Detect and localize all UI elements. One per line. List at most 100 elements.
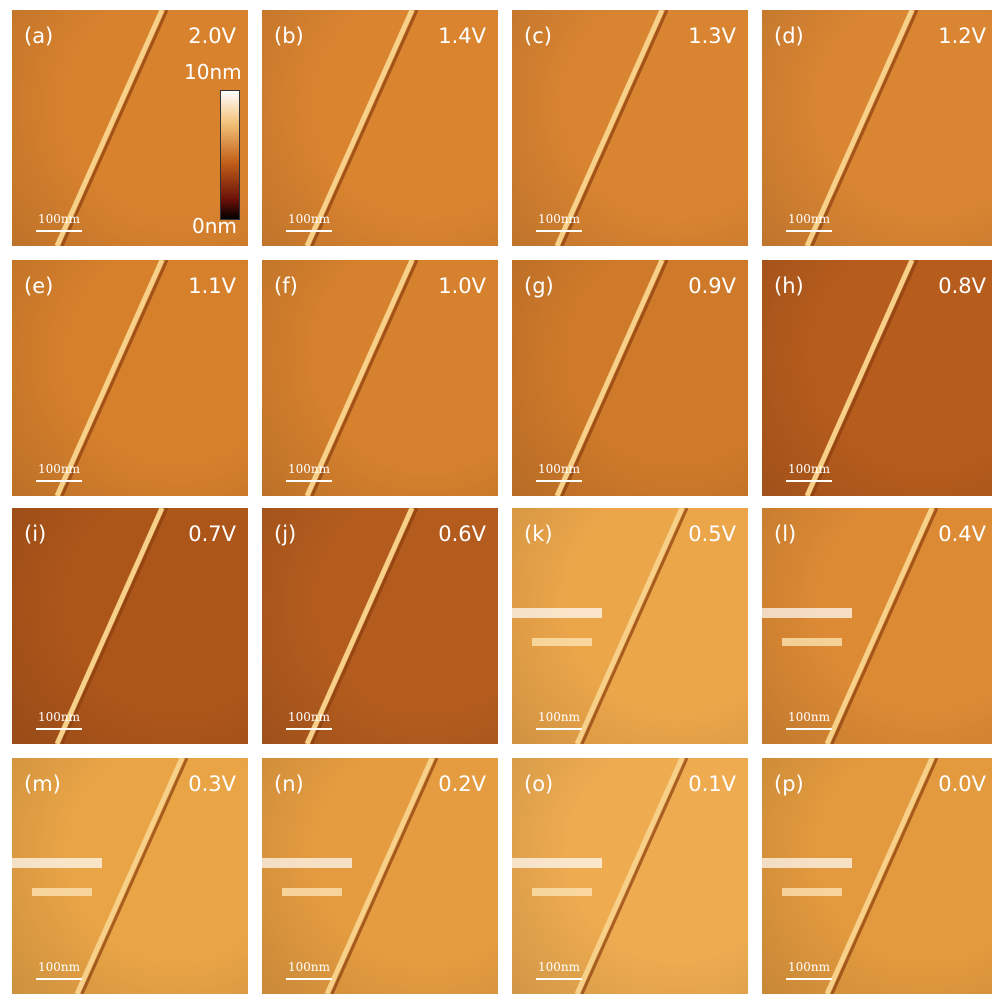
voltage: 0.9V xyxy=(688,274,736,298)
panel-label: (a) xyxy=(24,24,54,48)
scale-bar-label: 100nm xyxy=(38,960,81,974)
scale-bar-label: 100nm xyxy=(38,710,81,724)
step-edge xyxy=(512,508,689,744)
scale-bar-label: 100nm xyxy=(538,462,581,476)
voltage: 0.7V xyxy=(188,522,236,546)
step-edge xyxy=(554,260,669,496)
afm-panel: (j) 0.6V 100nm xyxy=(262,508,498,744)
scale-bar-label: 100nm xyxy=(788,960,831,974)
afm-panel: (d) 1.2V 100nm xyxy=(762,10,992,246)
scale-bar-label: 100nm xyxy=(288,462,331,476)
afm-panel: (k) 0.5V 100nm xyxy=(512,508,748,744)
voltage: 0.1V xyxy=(688,772,736,796)
afm-panel: (o) 0.1V 100nm xyxy=(512,758,748,994)
colorbar xyxy=(220,90,240,220)
step-edge xyxy=(54,508,169,744)
voltage: 0.3V xyxy=(188,772,236,796)
panel-label: (j) xyxy=(274,522,297,546)
afm-panel: (p) 0.0V 100nm xyxy=(762,758,992,994)
afm-panel: (n) 0.2V 100nm xyxy=(262,758,498,994)
afm-panel: (a) 2.0V 100nm 10nm 0nm xyxy=(12,10,248,246)
scale-bar xyxy=(286,230,332,232)
afm-panel: (i) 0.7V 100nm xyxy=(12,508,248,744)
scale-bar xyxy=(536,230,582,232)
afm-panel: (h) 0.8V 100nm xyxy=(762,260,992,496)
afm-panel: (l) 0.4V 100nm xyxy=(762,508,992,744)
voltage: 0.5V xyxy=(688,522,736,546)
scale-bar xyxy=(286,728,332,730)
step-edge xyxy=(304,260,419,496)
afm-panel: (f) 1.0V 100nm xyxy=(262,260,498,496)
step-edge xyxy=(762,758,939,994)
scale-bar xyxy=(36,728,82,730)
afm-panel: (e) 1.1V 100nm xyxy=(12,260,248,496)
scale-bar xyxy=(536,728,582,730)
scale-bar xyxy=(286,480,332,482)
afm-panel: (b) 1.4V 100nm xyxy=(262,10,498,246)
panel-label: (f) xyxy=(274,274,298,298)
scale-bar-label: 100nm xyxy=(38,212,81,226)
voltage: 0.6V xyxy=(438,522,486,546)
panel-label: (l) xyxy=(774,522,797,546)
panel-label: (p) xyxy=(774,772,804,796)
voltage: 1.1V xyxy=(188,274,236,298)
scale-bar-label: 100nm xyxy=(538,212,581,226)
scale-bar xyxy=(786,480,832,482)
scale-bar-label: 100nm xyxy=(788,710,831,724)
step-edge xyxy=(554,10,669,246)
step-edge xyxy=(262,758,439,994)
afm-panel: (m) 0.3V 100nm xyxy=(12,758,248,994)
panel-label: (g) xyxy=(524,274,554,298)
step-edge xyxy=(762,508,939,744)
scale-bar-label: 100nm xyxy=(538,960,581,974)
step-edge xyxy=(304,10,419,246)
voltage: 1.3V xyxy=(688,24,736,48)
scale-bar-label: 100nm xyxy=(38,462,81,476)
scale-bar xyxy=(36,480,82,482)
panel-label: (b) xyxy=(274,24,304,48)
scale-bar-label: 100nm xyxy=(788,462,831,476)
colorbar-max: 10nm xyxy=(184,60,242,84)
voltage: 0.2V xyxy=(438,772,486,796)
scale-bar xyxy=(786,978,832,980)
voltage: 0.0V xyxy=(938,772,986,796)
step-edge xyxy=(12,758,189,994)
panel-label: (d) xyxy=(774,24,804,48)
scale-bar-label: 100nm xyxy=(288,710,331,724)
panel-label: (k) xyxy=(524,522,553,546)
scale-bar xyxy=(536,978,582,980)
scale-bar xyxy=(536,480,582,482)
step-edge xyxy=(804,10,919,246)
step-edge xyxy=(54,10,169,246)
voltage: 1.2V xyxy=(938,24,986,48)
afm-panel: (c) 1.3V 100nm xyxy=(512,10,748,246)
scale-bar xyxy=(786,230,832,232)
scale-bar xyxy=(36,978,82,980)
afm-panel: (g) 0.9V 100nm xyxy=(512,260,748,496)
panel-label: (n) xyxy=(274,772,304,796)
scale-bar-label: 100nm xyxy=(788,212,831,226)
panel-label: (i) xyxy=(24,522,47,546)
panel-label: (c) xyxy=(524,24,552,48)
voltage: 1.4V xyxy=(438,24,486,48)
voltage: 0.8V xyxy=(938,274,986,298)
panel-label: (h) xyxy=(774,274,804,298)
step-edge xyxy=(304,508,419,744)
voltage: 1.0V xyxy=(438,274,486,298)
scale-bar-label: 100nm xyxy=(288,960,331,974)
scale-bar-label: 100nm xyxy=(538,710,581,724)
scale-bar xyxy=(286,978,332,980)
panel-label: (e) xyxy=(24,274,54,298)
scale-bar xyxy=(786,728,832,730)
scale-bar-label: 100nm xyxy=(288,212,331,226)
scale-bar xyxy=(36,230,82,232)
step-edge xyxy=(512,758,689,994)
panel-label: (o) xyxy=(524,772,554,796)
voltage: 2.0V xyxy=(188,24,236,48)
colorbar-min: 0nm xyxy=(192,214,237,238)
step-edge xyxy=(54,260,169,496)
voltage: 0.4V xyxy=(938,522,986,546)
panel-label: (m) xyxy=(24,772,61,796)
step-edge xyxy=(804,260,919,496)
